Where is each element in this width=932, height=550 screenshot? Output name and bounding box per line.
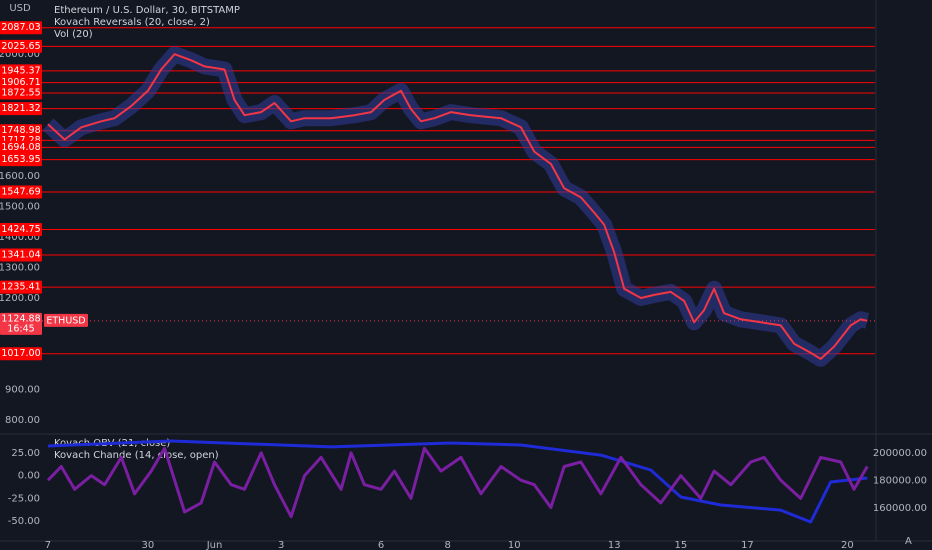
x-tick-label: 6 bbox=[378, 540, 384, 550]
last-price-box bbox=[0, 312, 42, 335]
level-label: 1694.08 bbox=[1, 142, 40, 153]
level-label: 1653.95 bbox=[1, 154, 40, 165]
series-line bbox=[47, 53, 868, 360]
level-label: 2087.03 bbox=[1, 22, 40, 33]
y-tick-label: 1600.00 bbox=[0, 171, 40, 182]
y2-tick-label: 180000.00 bbox=[873, 475, 927, 486]
level-label: 1717.28 bbox=[1, 135, 40, 146]
level-label-box bbox=[0, 76, 42, 90]
y-tick-label: -50.00 bbox=[8, 516, 40, 527]
last-price: 1124.88 bbox=[1, 313, 40, 324]
symbol-tag: ETHUSD bbox=[46, 315, 85, 326]
x-tick-label: 3 bbox=[278, 540, 284, 550]
level-label: 2025.65 bbox=[1, 41, 40, 52]
level-label-box bbox=[0, 280, 42, 294]
level-label-box bbox=[0, 39, 42, 53]
y-tick-label: 800.00 bbox=[5, 415, 40, 426]
level-label: 1235.41 bbox=[1, 282, 40, 293]
level-label: 1017.00 bbox=[1, 348, 40, 359]
series-line bbox=[46, 446, 869, 519]
chart-title: Ethereum / U.S. Dollar, 30, BITSTAMP bbox=[54, 5, 240, 16]
y-tick-label: 1300.00 bbox=[0, 262, 40, 273]
y2-tick-label: 200000.00 bbox=[873, 448, 927, 459]
x-tick-label: Jun bbox=[206, 540, 223, 550]
indicator-label: Kovach Reversals (20, close, 2) bbox=[54, 17, 210, 28]
level-label: 1872.55 bbox=[1, 88, 40, 99]
currency: USD bbox=[9, 3, 31, 14]
x-tick-label: 10 bbox=[508, 540, 521, 550]
y-tick-label: 900.00 bbox=[5, 384, 40, 395]
level-label-box bbox=[0, 248, 42, 262]
level-label-box bbox=[0, 153, 42, 167]
x-tick-label: 8 bbox=[444, 540, 450, 550]
level-label-box bbox=[0, 347, 42, 361]
x-tick-label: 20 bbox=[841, 540, 854, 550]
y-tick-label: -25.00 bbox=[8, 493, 40, 504]
level-label-box bbox=[0, 21, 42, 35]
series-line bbox=[47, 439, 868, 524]
level-label-box bbox=[0, 64, 42, 78]
y-tick-label: 25.00 bbox=[11, 448, 40, 459]
level-label-box bbox=[0, 222, 42, 236]
y-tick-label: 1500.00 bbox=[0, 202, 40, 213]
x-tick-label: 30 bbox=[142, 540, 155, 550]
y2-tick-label: 160000.00 bbox=[873, 503, 927, 514]
x-tick-label: 15 bbox=[674, 540, 687, 550]
y-tick-label: 2000.00 bbox=[0, 49, 40, 60]
level-label-box bbox=[0, 86, 42, 100]
level-label-box bbox=[0, 140, 42, 154]
level-label-box bbox=[0, 185, 42, 199]
x-tick-label: 17 bbox=[741, 540, 754, 550]
level-label: 1341.04 bbox=[1, 249, 40, 260]
level-label: 1748.98 bbox=[1, 125, 40, 136]
legend-entry: Kovach Chande (14, close, open) bbox=[54, 450, 219, 461]
level-label-box bbox=[0, 102, 42, 116]
x-tick-label: 13 bbox=[608, 540, 621, 550]
last-time: 16:45 bbox=[7, 323, 34, 334]
auto-scale-button[interactable]: A bbox=[905, 536, 912, 547]
level-label: 1945.37 bbox=[1, 65, 40, 76]
y-tick-label: 1200.00 bbox=[0, 293, 40, 304]
y-tick-label: 0.00 bbox=[18, 471, 40, 482]
level-label: 1547.69 bbox=[1, 187, 40, 198]
indicator-label: Vol (20) bbox=[54, 29, 93, 40]
level-label: 1821.32 bbox=[1, 103, 40, 114]
x-tick-label: 7 bbox=[45, 540, 51, 550]
symbol-tag-box bbox=[44, 313, 88, 327]
level-label: 1906.71 bbox=[1, 77, 40, 88]
level-label: 1424.75 bbox=[1, 224, 40, 235]
y-tick-label: 1400.00 bbox=[0, 232, 40, 243]
